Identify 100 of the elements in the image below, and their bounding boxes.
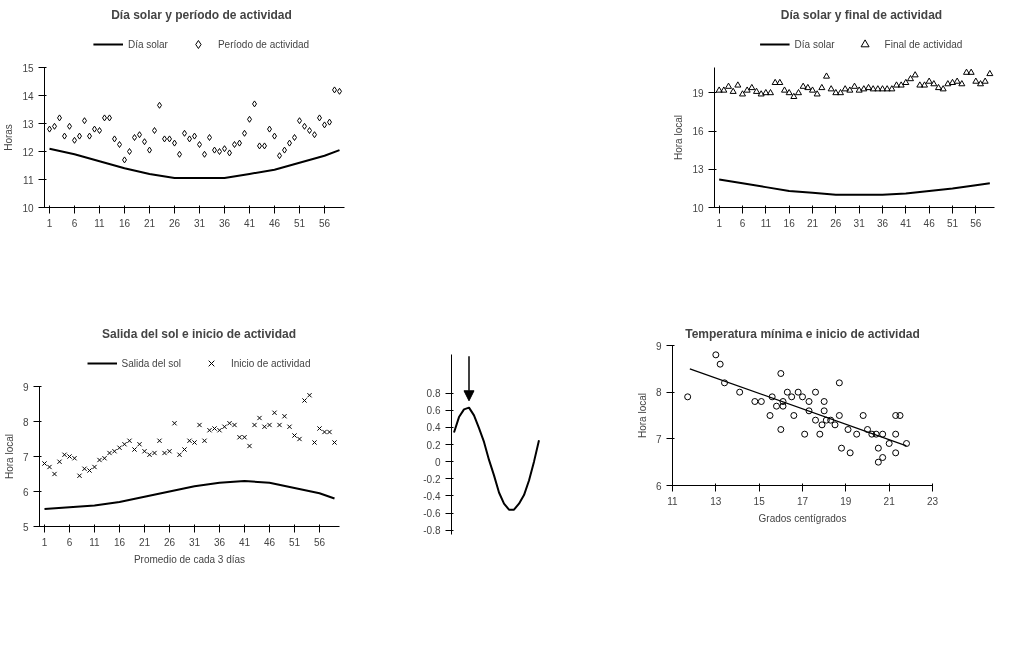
x-tick-label: 46 xyxy=(263,536,276,548)
legend-label: Final de actividad xyxy=(884,38,963,50)
point xyxy=(921,81,928,88)
x-tick-label: 15 xyxy=(753,495,766,507)
point xyxy=(892,449,900,457)
y-tick-label: -0.6 xyxy=(423,508,441,520)
point xyxy=(916,81,924,88)
point xyxy=(716,360,724,368)
x-tick-label: 1 xyxy=(41,536,48,548)
legend-label: Período de actividad xyxy=(217,38,310,50)
point xyxy=(903,440,910,447)
x-tick-label: 11 xyxy=(94,217,106,229)
point xyxy=(972,77,980,84)
point xyxy=(907,74,914,82)
y-axis-title: Horas xyxy=(3,124,15,151)
point xyxy=(196,422,203,428)
point xyxy=(851,82,858,89)
x-tick-label: 31 xyxy=(188,536,201,548)
x-tick-label: 11 xyxy=(760,217,772,229)
point xyxy=(281,413,288,419)
point xyxy=(953,77,961,84)
point xyxy=(762,88,770,96)
x-tick-label: 46 xyxy=(923,217,936,229)
point xyxy=(790,412,798,419)
point xyxy=(207,134,212,141)
point xyxy=(736,388,744,396)
point xyxy=(835,379,843,387)
point xyxy=(823,72,830,79)
point xyxy=(197,141,202,148)
point xyxy=(201,438,208,444)
y-tick-label: 8 xyxy=(22,416,29,428)
point xyxy=(307,127,312,134)
point xyxy=(171,420,178,426)
point xyxy=(925,77,933,84)
point xyxy=(117,141,122,148)
x-tick-label: 13 xyxy=(710,495,722,507)
point xyxy=(788,393,796,401)
point xyxy=(121,441,128,447)
point xyxy=(76,473,83,479)
y-tick-label: 10 xyxy=(692,202,704,214)
point xyxy=(846,449,854,457)
point xyxy=(892,412,900,419)
point xyxy=(805,407,813,415)
x-tick-label: 6 xyxy=(71,217,78,229)
point xyxy=(292,134,297,141)
point xyxy=(779,398,787,405)
point xyxy=(734,81,742,88)
x-tick-label: 21 xyxy=(883,495,896,507)
point xyxy=(939,85,947,92)
y-tick-label: 13 xyxy=(692,164,704,176)
point xyxy=(813,90,821,97)
x-tick-label: 21 xyxy=(143,217,156,229)
chart-title: Temperatura mínima e inicio de actividad xyxy=(685,326,920,341)
x-tick-label: 16 xyxy=(113,536,126,548)
y-tick-label: 5 xyxy=(22,521,29,533)
point xyxy=(795,88,802,96)
point xyxy=(743,86,751,93)
point xyxy=(221,424,228,430)
y-tick-label: 0.8 xyxy=(426,388,441,400)
point xyxy=(844,426,852,433)
point xyxy=(874,444,882,452)
point xyxy=(246,443,253,449)
y-tick-label: 0.2 xyxy=(426,439,441,451)
point xyxy=(958,80,966,87)
point xyxy=(306,392,313,398)
y-tick-label: 19 xyxy=(692,87,704,99)
point xyxy=(794,388,802,396)
point xyxy=(809,86,816,93)
point xyxy=(883,85,891,92)
point xyxy=(864,426,871,433)
point xyxy=(785,88,793,96)
point xyxy=(91,464,98,470)
x-tick-label: 1 xyxy=(46,217,53,229)
point xyxy=(832,88,840,96)
y-tick-label: 7 xyxy=(22,451,29,463)
point xyxy=(712,351,720,359)
x-tick-label: 26 xyxy=(168,217,181,229)
point xyxy=(930,80,938,87)
y-axis-title: Hora local xyxy=(673,114,685,161)
chart-title: Día solar y final de actividad xyxy=(780,7,943,22)
point xyxy=(127,148,132,155)
point xyxy=(981,77,989,84)
x-tick-label: 36 xyxy=(218,217,231,229)
point xyxy=(773,402,780,410)
point xyxy=(251,422,258,428)
y-tick-label: 0.4 xyxy=(426,422,441,434)
y-tick-label: 15 xyxy=(22,62,34,74)
y-tick-label: 14 xyxy=(22,90,34,102)
x-tick-label: 51 xyxy=(946,217,959,229)
y-tick-label: -0.4 xyxy=(423,490,441,502)
point xyxy=(879,454,887,461)
point xyxy=(799,393,806,401)
y-tick-label: 7 xyxy=(655,433,662,445)
point xyxy=(868,430,876,438)
y-tick-label: 10 xyxy=(22,202,34,214)
y-tick-label: 12 xyxy=(22,146,34,158)
point xyxy=(869,85,877,92)
point xyxy=(977,80,984,87)
point xyxy=(783,388,791,396)
y-axis-title: Hora local xyxy=(636,392,648,439)
